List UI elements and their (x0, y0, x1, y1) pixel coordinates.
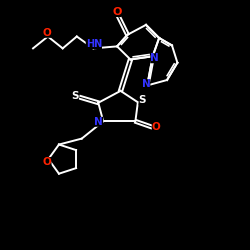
Text: S: S (71, 91, 79, 101)
Text: N: N (94, 117, 103, 127)
Text: N: N (150, 53, 159, 63)
Text: O: O (152, 122, 160, 132)
Text: O: O (43, 157, 51, 167)
Text: HN: HN (86, 39, 102, 49)
Text: N: N (142, 79, 150, 89)
Text: O: O (112, 7, 122, 17)
Text: O: O (42, 28, 51, 38)
Text: S: S (138, 95, 146, 105)
